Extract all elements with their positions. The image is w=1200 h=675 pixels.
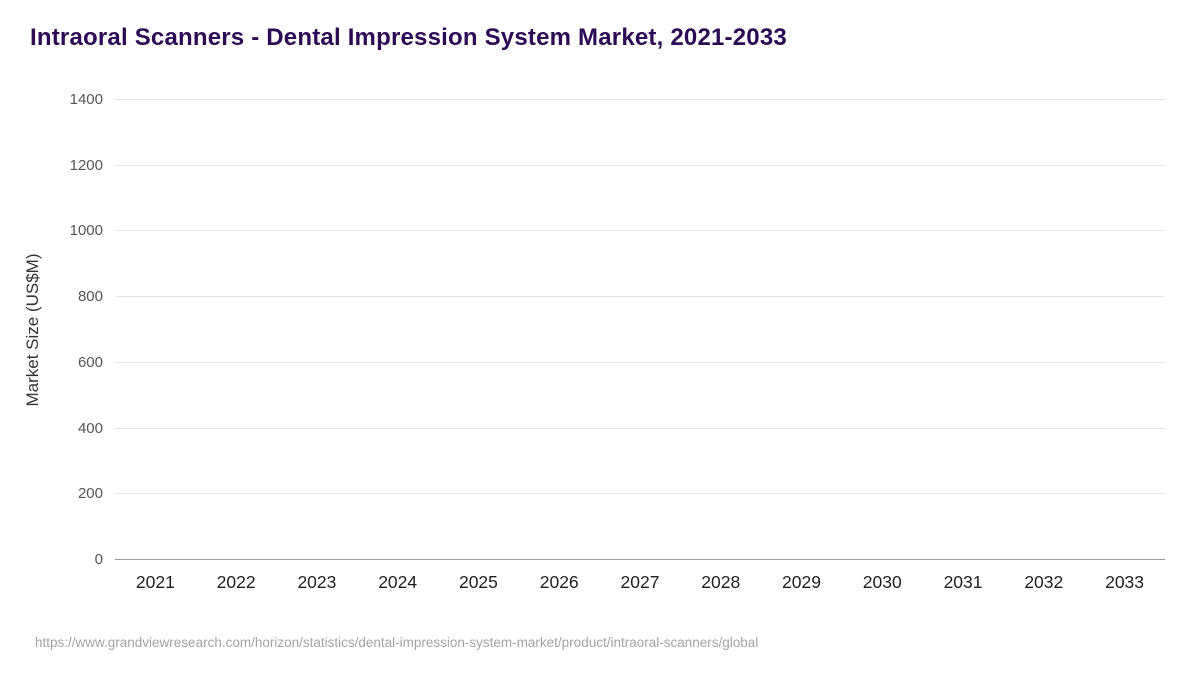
gridline (115, 164, 1165, 166)
y-tick-label: 0 (94, 551, 103, 568)
bars-layer (115, 100, 1165, 560)
x-axis-line (115, 559, 1165, 560)
y-tick-label: 200 (77, 485, 103, 503)
x-tick-label: 2031 (943, 572, 983, 592)
y-tick-label: 800 (77, 288, 103, 306)
x-tick-label: 2032 (1024, 572, 1064, 592)
x-tick-label: 2022 (216, 572, 256, 592)
y-tick-label: 400 (77, 419, 103, 437)
gridline (115, 493, 1165, 495)
x-axis-labels: 2021 2022 2023 2024 2025 2026 2027 2028 2029 2030… (115, 572, 1165, 593)
y-tick-label: 1200 (69, 156, 103, 174)
x-tick-label: 2026 (539, 572, 579, 592)
gridline (115, 427, 1165, 429)
y-tick-label: 1000 (69, 222, 103, 240)
x-tick-label: 2033 (1105, 572, 1145, 592)
gridline (115, 99, 1165, 100)
x-tick-label: 2021 (135, 572, 175, 592)
y-axis-title: Market Size (US$M) (23, 253, 42, 407)
gridline (115, 361, 1165, 363)
plot-area: 0 200 400 600 800 1000 1200 1400 Market Size (U… (23, 91, 1165, 592)
y-tick-label: 1400 (69, 91, 103, 108)
source-url: https://www.grandviewresearch.com/horizo… (35, 635, 759, 650)
x-tick-label: 2028 (701, 572, 741, 592)
x-tick-label: 2023 (297, 572, 337, 592)
y-tick-label: 600 (77, 353, 103, 371)
x-tick-label: 2030 (862, 572, 902, 592)
gridline (115, 296, 1165, 298)
x-tick-label: 2027 (620, 572, 660, 592)
x-tick-label: 2025 (458, 572, 498, 592)
chart-title: Intraoral Scanners - Dental Impression S… (30, 24, 787, 51)
x-tick-label: 2024 (378, 572, 418, 592)
gridline (115, 230, 1165, 232)
x-tick-label: 2029 (782, 572, 821, 592)
